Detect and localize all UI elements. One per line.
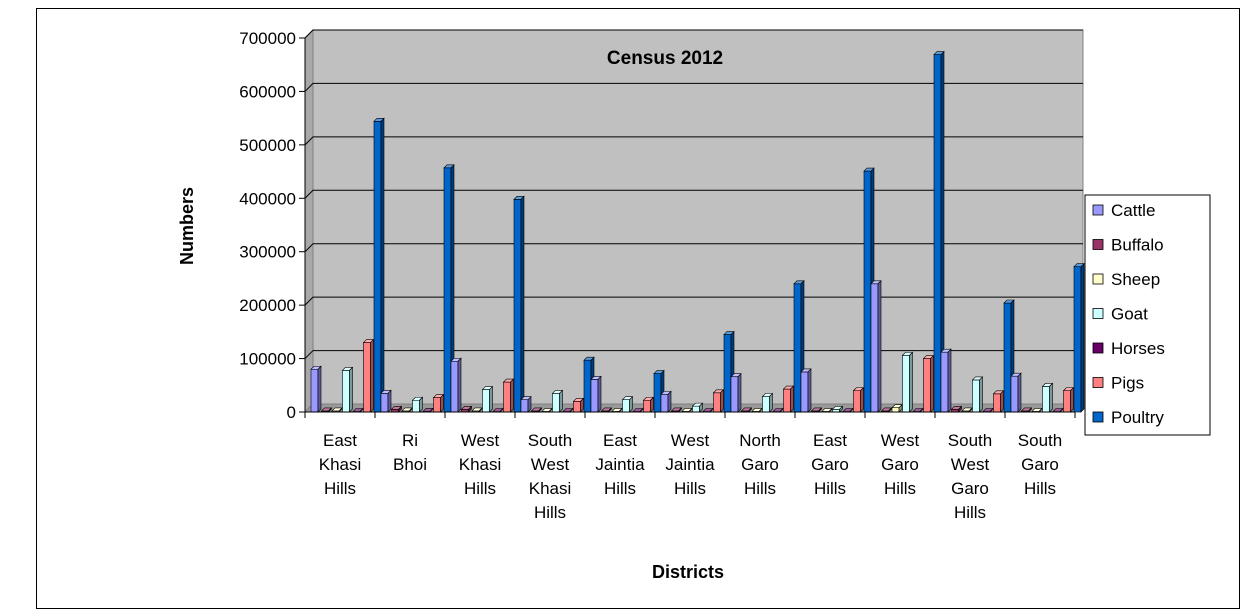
x-tick-label: East Jaintia Hills	[595, 431, 645, 498]
bar-cattle	[870, 280, 882, 413]
legend-swatch	[1092, 204, 1104, 216]
legend-label: Cattle	[1111, 201, 1155, 220]
bar-buffalo	[460, 405, 473, 413]
legend: Cattle Buffalo Sheep Goat Horses Pigs Poultry	[1084, 194, 1211, 436]
gridline	[304, 29, 1083, 39]
bar-buffalo	[1020, 407, 1033, 413]
y-tick-label: 200000	[239, 296, 296, 315]
legend-label: Horses	[1111, 339, 1165, 358]
y-axis-title: Numbers	[177, 187, 197, 265]
bar-goat	[341, 366, 354, 413]
gridline	[304, 136, 1083, 146]
legend-label: Pigs	[1111, 374, 1144, 393]
bar-cattle	[590, 375, 602, 413]
legend-label: Poultry	[1111, 408, 1164, 427]
bar-pigs	[362, 338, 375, 413]
bar-pigs	[642, 396, 655, 413]
y-tick-label: 0	[287, 403, 296, 422]
legend-swatch	[1092, 342, 1104, 354]
chart-title: Census 2012	[607, 48, 723, 69]
legend-label: Buffalo	[1111, 236, 1164, 255]
x-tick-label: West Khasi Hills	[459, 431, 502, 498]
legend-swatch	[1092, 411, 1104, 423]
y-tick-label: 700000	[239, 29, 296, 48]
x-tick-label: West Jaintia Hills	[665, 431, 715, 498]
x-tick-label: South West Khasi Hills	[528, 431, 572, 522]
x-tick-label: North Garo Hills	[739, 431, 781, 498]
bar-pigs	[712, 389, 725, 413]
bar-pigs	[502, 378, 515, 413]
bar-pigs	[572, 397, 585, 413]
bar-cattle	[660, 390, 672, 413]
bar-goat	[411, 396, 424, 413]
bar-buffalo	[320, 407, 333, 413]
bar-pigs	[992, 390, 1005, 413]
bar-goat	[901, 351, 914, 413]
x-tick-label: West Garo Hills	[881, 431, 920, 498]
legend-swatch	[1092, 239, 1104, 250]
x-tick-label: East Garo Hills	[811, 431, 849, 498]
x-axis-title: Districts	[652, 562, 724, 582]
bar-cattle	[450, 357, 462, 413]
y-tick-label: 300000	[239, 243, 296, 262]
gridline	[304, 82, 1083, 92]
legend-label: Goat	[1111, 305, 1148, 324]
bar-goat	[481, 385, 494, 413]
bar-cattle	[940, 348, 952, 413]
bar-buffalo	[950, 405, 963, 413]
bar-cattle	[310, 365, 322, 413]
bar-cattle	[520, 395, 532, 413]
bar-goat	[971, 376, 984, 413]
bar-pigs	[782, 385, 795, 413]
bar-buffalo	[530, 407, 543, 413]
bar-goat	[691, 402, 704, 413]
x-tick-label: Ri Bhoi	[393, 431, 427, 474]
bar-buffalo	[600, 407, 613, 413]
bar-cattle	[800, 368, 812, 413]
bar-sheep	[401, 407, 413, 413]
y-tick-label: 500000	[239, 136, 296, 155]
bar-pigs	[432, 393, 445, 413]
bar-buffalo	[810, 407, 823, 413]
bar-cattle	[380, 389, 392, 413]
x-tick-label: South Garo Hills	[1018, 431, 1062, 498]
bar-poultry	[513, 195, 525, 413]
gridline	[304, 243, 1083, 253]
bar-goat	[831, 405, 844, 413]
y-tick-label: 400000	[239, 189, 296, 208]
x-tick-label: South West Garo Hills	[948, 431, 992, 522]
bar-pigs	[1062, 386, 1075, 413]
legend-swatch	[1092, 377, 1104, 388]
legend-label: Sheep	[1111, 270, 1160, 289]
legend-swatch	[1092, 273, 1104, 285]
bar-sheep	[331, 407, 343, 413]
gridline	[304, 296, 1083, 306]
bar-pigs	[852, 386, 865, 413]
x-tick-label: East Khasi Hills	[319, 431, 362, 498]
bar-buffalo	[740, 407, 753, 413]
bar-cattle	[1010, 372, 1022, 413]
y-tick-label: 100000	[239, 350, 296, 369]
bar-cattle	[730, 373, 742, 413]
bar-goat	[551, 389, 564, 413]
bar-sheep	[891, 404, 903, 413]
plot-back-wall	[312, 29, 1084, 405]
y-tick-label: 600000	[239, 82, 296, 101]
bar-goat	[1041, 382, 1054, 413]
bar-poultry	[1073, 262, 1085, 413]
legend-box	[1084, 194, 1211, 436]
gridline	[304, 350, 1083, 359]
gridline	[304, 189, 1083, 199]
legend-swatch	[1092, 308, 1104, 319]
bar-poultry	[373, 117, 385, 413]
bar-pigs	[922, 354, 935, 413]
bar-goat	[761, 392, 774, 413]
bar-goat	[621, 395, 634, 413]
